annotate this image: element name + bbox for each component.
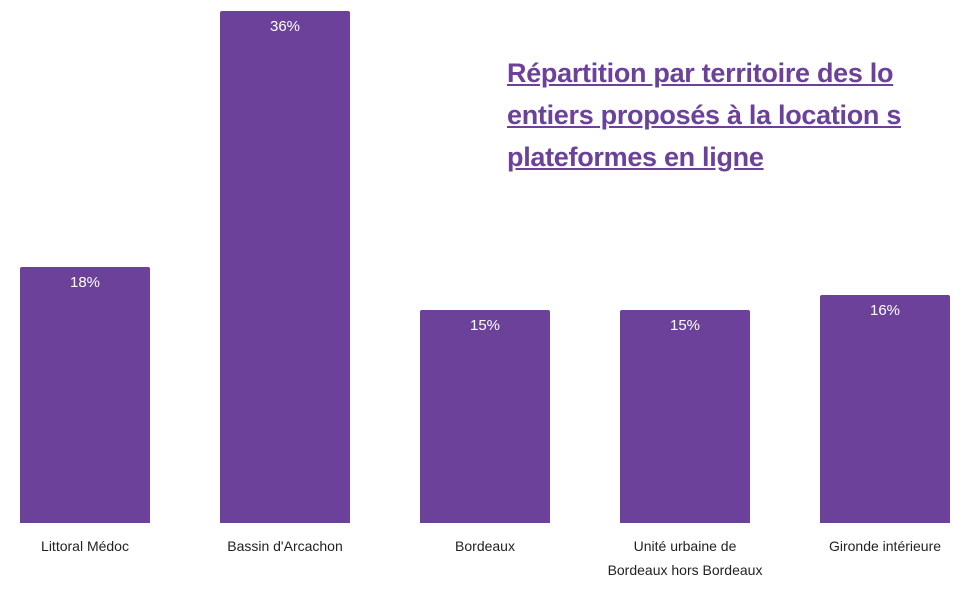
- x-tick-label: Unité urbaine de Bordeaux hors Bordeaux: [607, 538, 763, 578]
- x-tick-label: Bordeaux: [455, 538, 515, 554]
- bar: [20, 267, 150, 523]
- value-label: 15%: [469, 316, 501, 334]
- x-tick-label: Littoral Médoc: [41, 538, 129, 554]
- value-label: 16%: [869, 302, 901, 320]
- bar: [820, 295, 950, 523]
- bar: [220, 11, 350, 523]
- value-label: 36%: [269, 18, 301, 35]
- value-label: 15%: [669, 316, 701, 334]
- value-label: 18%: [69, 274, 101, 291]
- x-tick-label: Gironde intérieure: [828, 538, 942, 554]
- bar: [420, 309, 550, 523]
- chart-title: Répartition par territoire des lo: [507, 58, 894, 88]
- chart-title: entiers proposés à la location s: [507, 100, 902, 130]
- chart-title: plateformes en ligne: [507, 142, 764, 172]
- x-tick-label: Bassin d'Arcachon: [227, 538, 343, 554]
- bar: [620, 309, 750, 523]
